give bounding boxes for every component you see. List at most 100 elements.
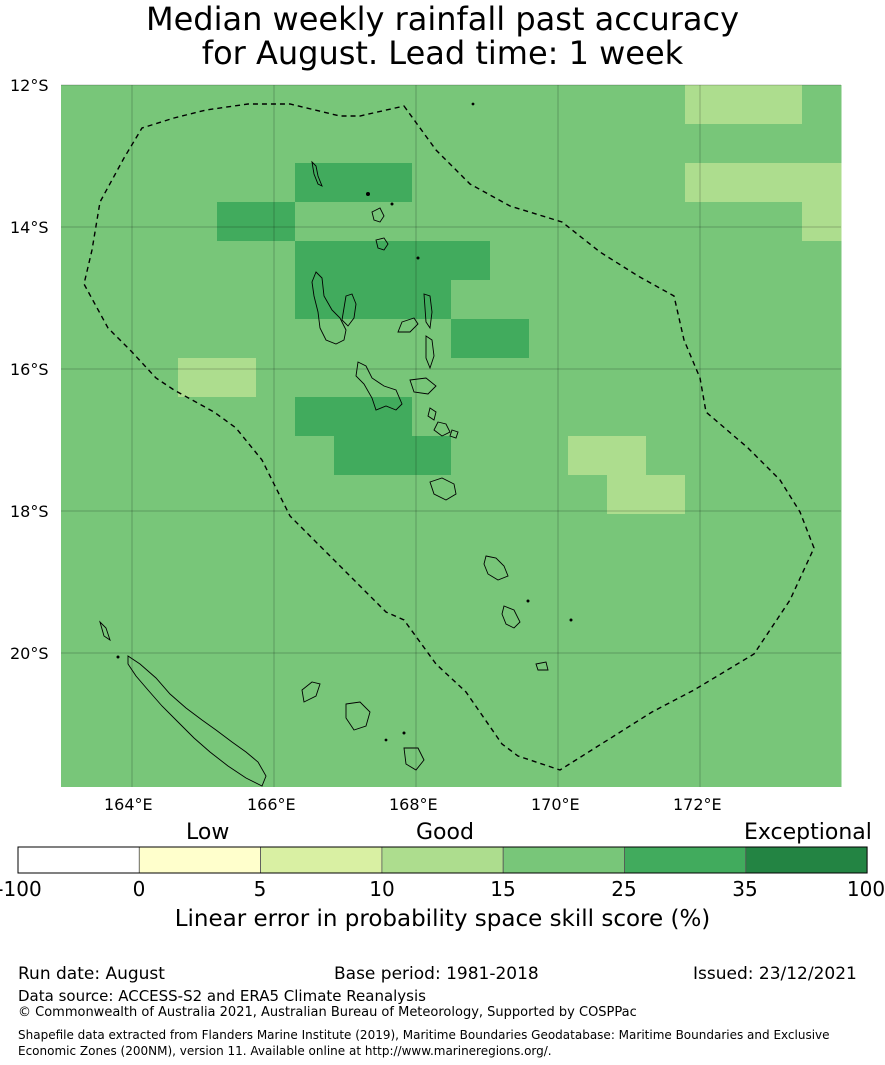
eez-boundary bbox=[83, 103, 815, 771]
grid-cell bbox=[178, 670, 218, 710]
grid-cell bbox=[646, 319, 686, 359]
map-title-line2: for August. Lead time: 1 week bbox=[201, 34, 684, 72]
grid-cell bbox=[451, 436, 491, 476]
malo-island bbox=[341, 293, 357, 327]
grid-cell bbox=[256, 631, 296, 671]
grid-cell bbox=[139, 124, 179, 164]
colorbar-label-exceptional: Exceptional bbox=[744, 820, 872, 845]
grid-cell bbox=[724, 280, 764, 320]
grid-cell bbox=[685, 748, 725, 787]
small-islets bbox=[116, 102, 573, 742]
grid-cell bbox=[373, 748, 413, 787]
grid-cell bbox=[646, 553, 686, 593]
grid-cell bbox=[256, 436, 296, 476]
grid-cell bbox=[607, 553, 647, 593]
grid-cell bbox=[685, 358, 725, 398]
grid-cell bbox=[529, 436, 569, 476]
grid-cell bbox=[295, 475, 335, 515]
grid-cell bbox=[607, 202, 647, 242]
grid-cell bbox=[646, 358, 686, 398]
grid-cell bbox=[256, 553, 296, 593]
grid-cell bbox=[802, 202, 842, 242]
grid-cell bbox=[373, 319, 413, 359]
grid-cell bbox=[139, 397, 179, 437]
grid-cell bbox=[451, 748, 491, 787]
grid-cell bbox=[568, 358, 608, 398]
grid-cell bbox=[451, 670, 491, 710]
data-source: Data source: ACCESS-S2 and ERA5 Climate … bbox=[18, 987, 426, 1005]
grid-cell bbox=[412, 85, 452, 125]
grid-cell bbox=[178, 748, 218, 787]
lon-label-166: 166°E bbox=[247, 795, 296, 814]
grid-cell bbox=[607, 670, 647, 710]
lifou-island bbox=[345, 701, 371, 731]
grid-cell bbox=[139, 631, 179, 671]
grid-cell bbox=[217, 475, 257, 515]
colorbar-tick: 15 bbox=[490, 877, 516, 901]
grid-cell bbox=[763, 202, 803, 242]
grid-cell bbox=[607, 514, 647, 554]
grid-cell bbox=[646, 631, 686, 671]
grid-cell bbox=[139, 85, 179, 125]
mare-island bbox=[403, 747, 425, 771]
grid-cell bbox=[178, 397, 218, 437]
copyright: © Commonwealth of Australia 2021, Austra… bbox=[18, 1005, 637, 1020]
grid-cell bbox=[568, 709, 608, 749]
grid-cell bbox=[100, 514, 140, 554]
grid-cell bbox=[295, 514, 335, 554]
grid-cell bbox=[490, 319, 530, 359]
grid-cell bbox=[373, 436, 413, 476]
grid-cell bbox=[451, 280, 491, 320]
grid-cell bbox=[373, 670, 413, 710]
grid-cell bbox=[685, 280, 725, 320]
colorbar-segment bbox=[138, 846, 262, 874]
grid-cell bbox=[685, 436, 725, 476]
grid-cell bbox=[412, 163, 452, 203]
grid-cell bbox=[529, 319, 569, 359]
grid-cell bbox=[490, 592, 530, 632]
grid-cell bbox=[568, 280, 608, 320]
grid-cell bbox=[334, 319, 374, 359]
belep-islands bbox=[99, 620, 111, 642]
grid-cell bbox=[724, 514, 764, 554]
grid-cell bbox=[568, 670, 608, 710]
grid-cell bbox=[802, 280, 842, 320]
grid-cell bbox=[61, 748, 101, 787]
grid-cell bbox=[334, 631, 374, 671]
grid-cell bbox=[334, 397, 374, 437]
grid-cell bbox=[685, 592, 725, 632]
grid-cell bbox=[568, 124, 608, 164]
grid-cell bbox=[373, 514, 413, 554]
grid-cell bbox=[724, 748, 764, 787]
grid-cell bbox=[490, 397, 530, 437]
grid-cell bbox=[412, 241, 452, 281]
colorbar-segment bbox=[381, 846, 504, 874]
grid-cell bbox=[100, 280, 140, 320]
grid-cell bbox=[256, 397, 296, 437]
grid-cell bbox=[217, 553, 257, 593]
lat-label-20s: 20°S bbox=[10, 644, 49, 663]
colorbar-segment bbox=[502, 846, 625, 874]
grid-cell bbox=[646, 592, 686, 632]
grid-cell bbox=[763, 358, 803, 398]
grid-cell bbox=[685, 397, 725, 437]
grid-cell bbox=[295, 592, 335, 632]
grid-cell bbox=[802, 358, 842, 398]
grid-cell bbox=[178, 280, 218, 320]
erromango-island bbox=[483, 555, 509, 581]
grid-cell bbox=[451, 85, 491, 125]
grid-cell bbox=[373, 397, 413, 437]
lat-label-18s: 18°S bbox=[10, 502, 49, 521]
grid-cell bbox=[802, 241, 842, 281]
grid-cell bbox=[607, 241, 647, 281]
grid-cell bbox=[139, 241, 179, 281]
grid-cell bbox=[490, 748, 530, 787]
grid-cell bbox=[568, 436, 608, 476]
grid-cell bbox=[451, 397, 491, 437]
efate-island bbox=[429, 477, 457, 501]
grid-cell bbox=[763, 670, 803, 710]
colorbar-tick: 100 bbox=[846, 877, 885, 901]
grid-cell bbox=[568, 748, 608, 787]
grid-cell bbox=[178, 241, 218, 281]
grid-cell bbox=[61, 163, 101, 203]
